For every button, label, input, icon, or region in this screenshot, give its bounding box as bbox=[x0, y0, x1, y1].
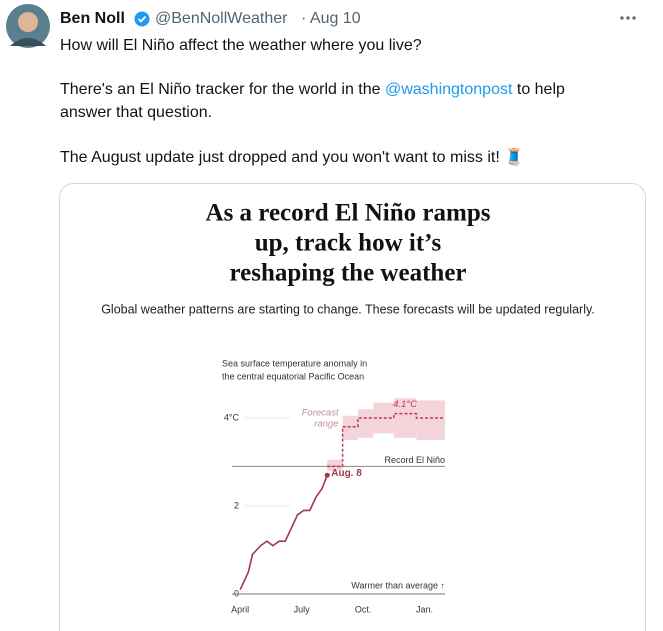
forecast-range bbox=[416, 400, 445, 440]
card-title: As a record El Niño ramps bbox=[206, 200, 491, 227]
x-tick-label: Jan. bbox=[416, 604, 433, 614]
last-point bbox=[324, 472, 330, 478]
card-title: reshaping the weather bbox=[229, 260, 466, 287]
last-label: Aug. 8 bbox=[331, 468, 362, 479]
observed-line bbox=[239, 474, 328, 590]
peak-label: 4.1°C bbox=[393, 399, 417, 410]
tweet-text: How will El Niño affect the weather wher… bbox=[60, 37, 422, 54]
verified-badge bbox=[134, 11, 150, 27]
forecast-range bbox=[327, 459, 343, 471]
author-handle[interactable]: @BenNollWeather bbox=[155, 10, 288, 27]
tweet-text: The August update just dropped and you w… bbox=[60, 147, 524, 166]
card-title: up, track how it’s bbox=[255, 230, 442, 257]
card-subtitle: Global weather patterns are starting to … bbox=[101, 302, 595, 316]
forecast-range bbox=[342, 415, 358, 440]
tweet-date[interactable]: · Aug 10 bbox=[301, 10, 361, 27]
author-name[interactable]: Ben Noll bbox=[60, 10, 125, 27]
y-tick-label: 4°C bbox=[224, 412, 240, 422]
baseline-label: Warmer than average ↑ bbox=[351, 580, 445, 590]
avatar-body bbox=[10, 38, 46, 46]
mention-link[interactable]: @washingtonpost bbox=[385, 81, 513, 98]
more-menu[interactable] bbox=[620, 16, 636, 20]
record-label: Record El Niño bbox=[384, 455, 445, 465]
chart: 0 2 4°C April July Oct. Jan. Record El Niño Warm… bbox=[224, 398, 445, 614]
verified-check bbox=[137, 15, 147, 23]
range-label: Forecast bbox=[302, 407, 339, 418]
tweet-text: There's an El Niño tracker for the world… bbox=[60, 81, 385, 98]
axis-title: Sea surface temperature anomaly in bbox=[222, 358, 367, 368]
x-tick-label: April bbox=[231, 604, 249, 614]
axis-title: the central equatorial Pacific Ocean bbox=[222, 371, 364, 381]
tweet-text: There's an El Niño tracker for the world… bbox=[60, 81, 565, 98]
x-tick-label: July bbox=[294, 604, 311, 614]
forecast-range bbox=[373, 402, 394, 434]
avatar-face bbox=[18, 12, 38, 32]
range-label: range bbox=[314, 418, 338, 429]
forecast-range bbox=[393, 398, 417, 438]
tweet-text: answer that question. bbox=[60, 104, 212, 121]
tweet-text: to help bbox=[512, 81, 565, 98]
y-tick-label: 2 bbox=[234, 500, 239, 510]
x-tick-label: Oct. bbox=[355, 604, 372, 614]
link-card[interactable] bbox=[59, 183, 646, 631]
forecast-line bbox=[327, 412, 445, 468]
y-tick-label: 0 bbox=[234, 588, 239, 598]
forecast-range bbox=[357, 409, 374, 438]
